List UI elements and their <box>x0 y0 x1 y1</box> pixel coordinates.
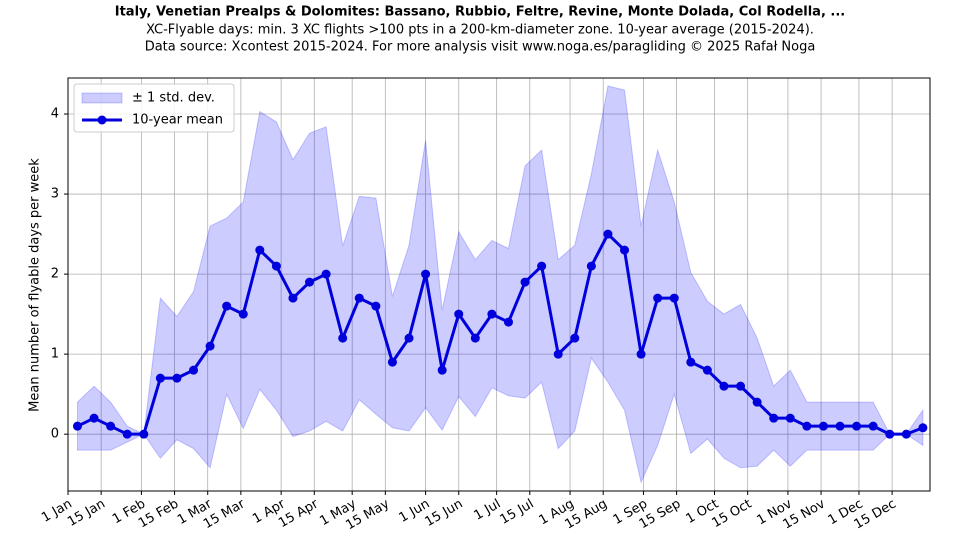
mean-point <box>288 293 298 303</box>
y-tick-label: 1 <box>51 347 59 362</box>
mean-point <box>387 357 397 367</box>
mean-point <box>901 429 911 439</box>
chart-title: Italy, Venetian Prealps & Dolomites: Bas… <box>115 5 845 20</box>
mean-point <box>785 413 795 423</box>
mean-point <box>238 309 248 319</box>
mean-point <box>918 423 928 433</box>
mean-point <box>172 373 182 383</box>
mean-point <box>752 397 762 407</box>
mean-point <box>702 365 712 375</box>
mean-point <box>421 269 431 279</box>
mean-point <box>205 341 215 351</box>
y-tick-label: 2 <box>51 267 59 282</box>
mean-point <box>802 421 812 431</box>
mean-point <box>570 333 580 343</box>
x-tick-label: 15 Jul <box>498 497 537 528</box>
mean-point <box>736 381 746 391</box>
y-axis-label: Mean number of flyable days per week <box>28 158 43 412</box>
mean-point <box>885 429 895 439</box>
mean-point <box>653 293 663 303</box>
mean-point <box>122 429 132 439</box>
mean-point <box>636 349 646 359</box>
mean-point <box>437 365 447 375</box>
y-tick-label: 3 <box>51 187 59 202</box>
mean-point <box>354 293 364 303</box>
mean-point <box>487 309 497 319</box>
mean-point <box>669 293 679 303</box>
mean-point <box>603 229 613 239</box>
x-tick-label: 15 Jun <box>422 497 465 530</box>
mean-point <box>686 357 696 367</box>
mean-point <box>503 317 513 327</box>
mean-point <box>155 373 165 383</box>
y-tick-label: 0 <box>51 427 59 442</box>
mean-point <box>139 429 149 439</box>
mean-point <box>620 245 630 255</box>
mean-point <box>72 421 82 431</box>
mean-line <box>76 231 924 436</box>
mean-point <box>769 413 779 423</box>
mean-point <box>818 421 828 431</box>
mean-point <box>338 333 348 343</box>
mean-point <box>520 277 530 287</box>
mean-point <box>106 421 116 431</box>
legend-label: 10-year mean <box>132 113 223 128</box>
legend-marker <box>97 115 107 125</box>
chart-subtitle: XC-Flyable days: min. 3 XC flights >100 … <box>146 23 814 38</box>
x-tick-label: 1 Jul <box>472 497 504 524</box>
mean-point <box>586 261 596 271</box>
mean-point <box>255 245 265 255</box>
mean-point <box>222 301 232 311</box>
mean-point <box>470 333 480 343</box>
mean-point <box>868 421 878 431</box>
x-tick-label: 15 Jan <box>65 497 108 530</box>
plot-frame <box>67 77 931 492</box>
mean-point <box>719 381 729 391</box>
mean-point <box>404 333 414 343</box>
mean-point <box>305 277 315 287</box>
mean-point <box>321 269 331 279</box>
chart-subtitle: Data source: Xcontest 2015-2024. For mor… <box>145 40 816 55</box>
legend-label: ± 1 std. dev. <box>132 91 215 106</box>
std-band <box>76 85 924 484</box>
mean-point <box>189 365 199 375</box>
mean-point <box>553 349 563 359</box>
mean-point <box>835 421 845 431</box>
mean-point <box>852 421 862 431</box>
mean-point <box>371 301 381 311</box>
mean-point <box>454 309 464 319</box>
mean-point <box>537 261 547 271</box>
legend-swatch <box>81 92 123 104</box>
y-tick-label: 4 <box>51 107 59 122</box>
mean-point <box>271 261 281 271</box>
mean-point <box>89 413 99 423</box>
